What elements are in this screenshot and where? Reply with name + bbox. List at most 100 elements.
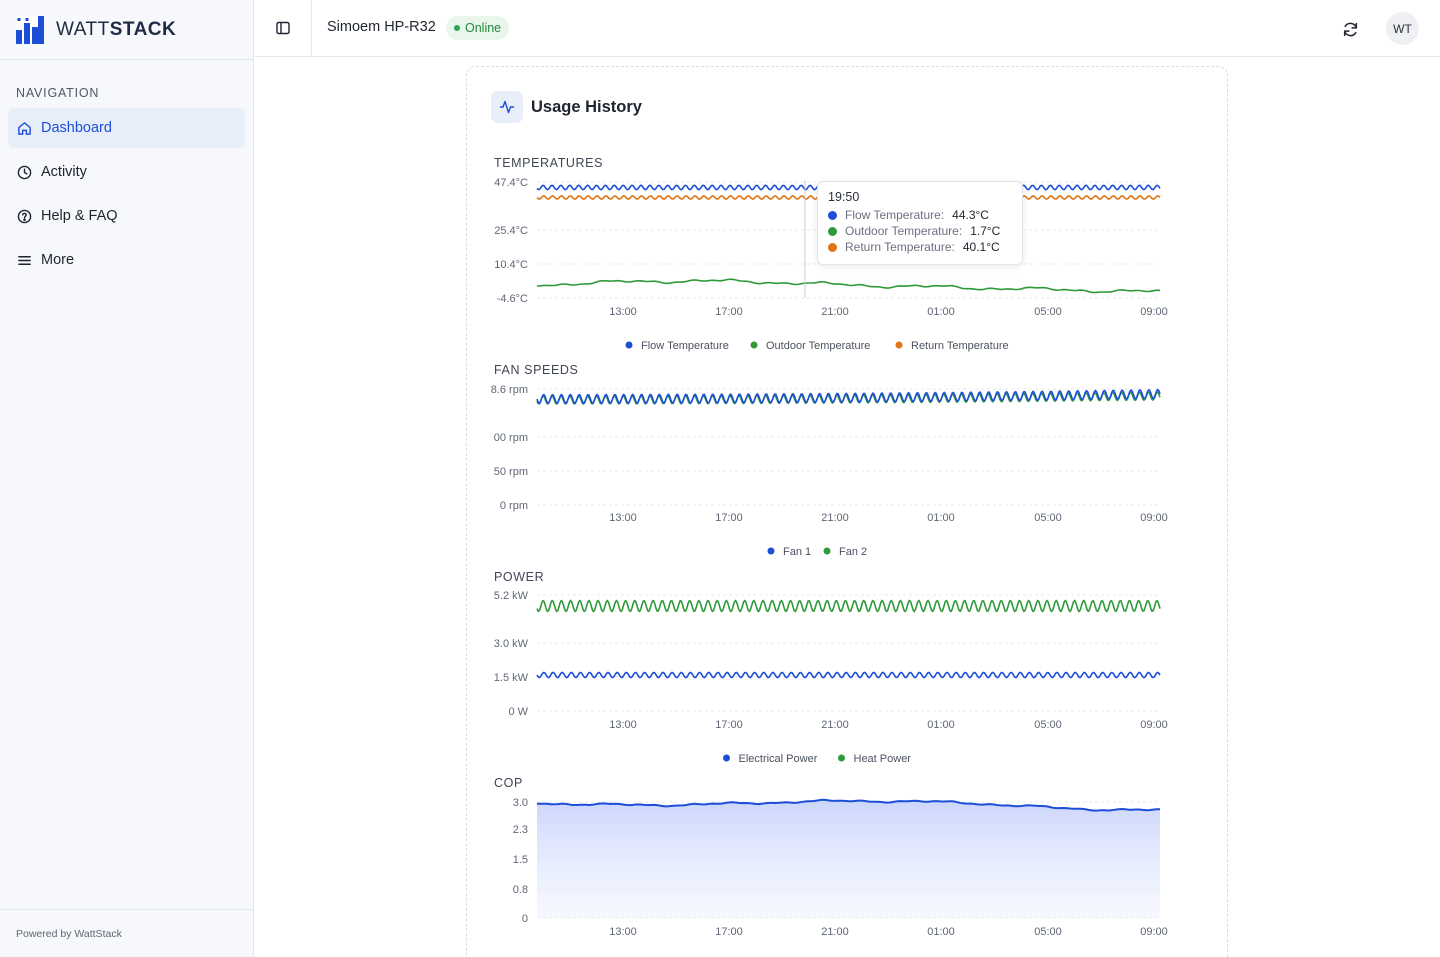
cop-area [537,799,1160,918]
y-tick-label: 1.5 [513,854,528,866]
help-circle-icon [16,208,32,224]
x-tick-label: 01:00 [927,719,955,731]
sidebar-toggle-button[interactable] [255,0,312,56]
topbar: Simoem HP-R32 Online WT [255,0,1440,57]
refresh-icon [1343,22,1357,36]
series-electrical-power [536,671,1161,679]
legend-item: Outdoor Temperature [766,340,870,352]
series-cop [537,798,1160,812]
sidebar-item-label: More [41,252,75,268]
refresh-button[interactable] [1335,14,1365,44]
sidebar-item-label: Help & FAQ [41,208,118,224]
sidebar-item-more[interactable]: More [8,240,245,280]
status-text: Online [465,21,502,35]
legend-dot-icon [823,547,831,555]
legend-dot-icon [767,547,775,555]
status-dot-icon [454,25,460,31]
legend-item: Heat Power [854,753,912,765]
x-tick-label: 01:00 [927,306,955,318]
chart-tooltip: 19:50 Flow Temperature: 44.3°C Outdoor T… [817,181,1023,265]
tooltip-value: 44.3°C [952,208,989,222]
x-tick-label: 09:00 [1140,306,1168,318]
legend-item: Fan 2 [839,546,867,558]
x-tick-label: 05:00 [1034,719,1062,731]
y-tick-label: 2.3 [513,824,528,836]
x-tick-label: 09:00 [1140,719,1168,731]
x-tick-label: 05:00 [1034,926,1062,938]
tooltip-time: 19:50 [828,190,860,204]
x-tick-label: 21:00 [821,512,849,524]
x-tick-label: 13:00 [609,719,637,731]
card-title: Usage History [531,97,642,116]
legend-item: Fan 1 [783,546,811,558]
legend-item: Electrical Power [739,753,818,765]
x-tick-label: 01:00 [927,512,955,524]
legend-dot-icon [750,341,758,349]
chart-title-fan-speeds: FAN SPEEDS [494,363,579,377]
legend-dot-icon [828,226,837,236]
y-tick-label: 00 rpm [494,432,528,444]
y-tick-label: 8.6 rpm [491,384,528,396]
y-tick-label: 3.0 [513,797,528,809]
y-tick-label: 0 W [508,706,528,718]
legend-dot-icon [895,341,903,349]
y-tick-label: 0 [522,913,528,925]
x-tick-label: 05:00 [1034,306,1062,318]
y-tick-label: 5.2 kW [494,590,529,602]
series-outdoor-temperature [536,278,1161,294]
legend-item: Return Temperature [911,340,1009,352]
x-tick-label: 17:00 [715,306,743,318]
sidebar-item-activity[interactable]: Activity [8,152,245,192]
home-icon [16,120,32,136]
y-tick-label: 10.4°C [494,259,528,271]
sidebar-item-help[interactable]: Help & FAQ [8,196,245,236]
tooltip-row: Return Temperature: 40.1°C [828,239,1012,255]
x-tick-label: 13:00 [609,306,637,318]
y-tick-label: 0 rpm [500,500,528,512]
card-header: Usage History [491,91,642,123]
y-tick-label: 1.5 kW [494,672,529,684]
sidebar-item-label: Dashboard [41,120,112,136]
chart-title-cop: COP [494,776,523,790]
x-tick-label: 17:00 [715,719,743,731]
nav-heading: NAVIGATION [16,86,100,100]
tooltip-label: Return Temperature: [845,240,955,254]
x-tick-label: 17:00 [715,926,743,938]
tooltip-value: 40.1°C [962,240,1000,254]
y-tick-label: -4.6°C [497,293,528,305]
panel-left-icon [276,21,290,35]
tooltip-row: Flow Temperature: 44.3°C [828,207,1012,223]
legend-dot-icon [828,210,837,220]
y-tick-label: 0.8 [513,884,528,896]
sidebar-item-dashboard[interactable]: Dashboard [8,108,245,148]
legend-dot-icon [625,341,633,349]
menu-icon [16,252,32,268]
brand-name: WATTSTACK [56,18,177,40]
sidebar: WATTSTACK NAVIGATION Dashboard Activity [0,0,254,957]
sidebar-item-label: Activity [41,164,87,180]
x-tick-label: 01:00 [927,926,955,938]
x-tick-label: 21:00 [821,719,849,731]
y-tick-label: 3.0 kW [494,638,529,650]
x-tick-label: 17:00 [715,512,743,524]
legend-dot-icon [838,754,845,762]
x-tick-label: 09:00 [1140,512,1168,524]
avatar[interactable]: WT [1386,12,1419,45]
chart-title-temperatures: TEMPERATURES [494,156,604,170]
y-tick-label: 47.4°C [494,177,528,189]
legend-item: Flow Temperature [641,340,729,352]
tooltip-value: 1.7°C [970,224,1001,238]
x-tick-label: 13:00 [609,926,637,938]
tooltip-row: Outdoor Temperature: 1.7°C [828,223,1012,239]
x-tick-label: 05:00 [1034,512,1062,524]
sidebar-footer: Powered by WattStack [0,909,253,957]
tooltip-label: Outdoor Temperature: [845,224,963,238]
brand[interactable]: WATTSTACK [0,0,253,60]
legend-dot-icon [723,754,730,762]
sidebar-nav: Dashboard Activity Help & FAQ More [8,108,245,284]
tooltip-label: Flow Temperature: [845,208,945,222]
x-tick-label: 13:00 [609,512,637,524]
device-name: Simoem HP-R32 [327,19,436,35]
legend-dot-icon [828,242,837,252]
series-heat-power [536,599,1161,613]
